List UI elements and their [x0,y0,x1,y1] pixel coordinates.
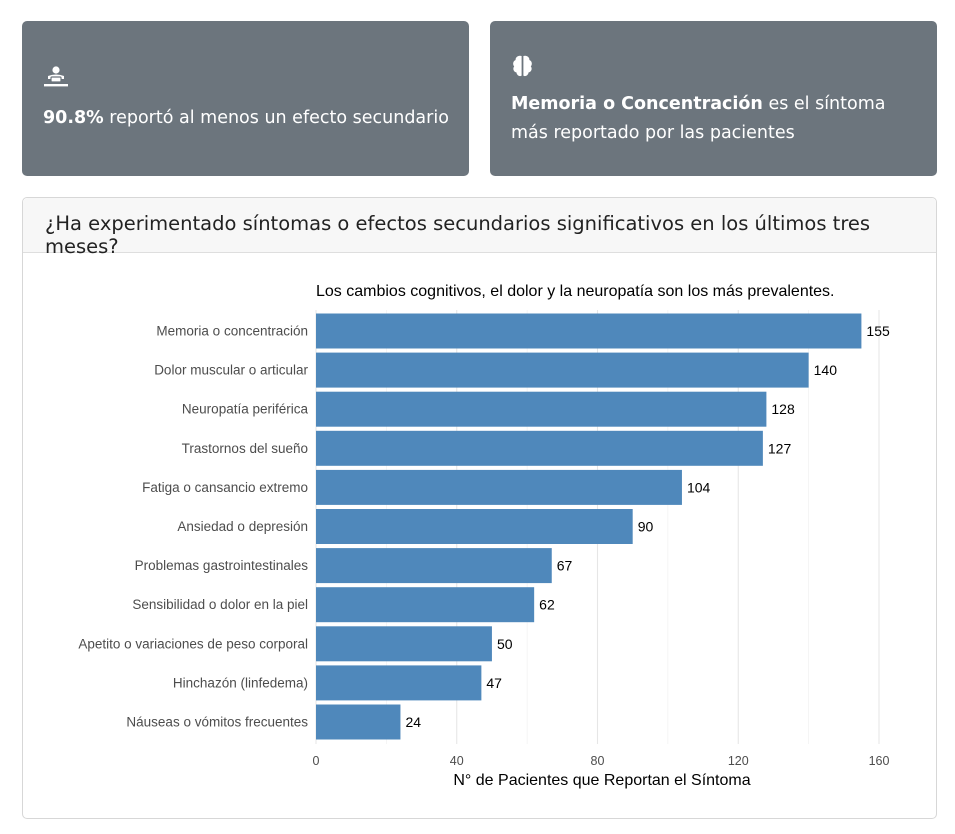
category-label: Trastornos del sueño [182,441,308,456]
category-label: Apetito o variaciones de peso corporal [78,636,308,651]
x-tick-label: 0 [313,754,320,768]
value-label: 128 [771,401,795,417]
x-tick-label: 160 [869,754,890,768]
bar [316,313,862,349]
panel-title: ¿Ha experimentado síntomas o efectos sec… [23,198,936,258]
summary-percentage: 90.8% [43,108,104,128]
bar [316,430,763,466]
top-symptom-text: Memoria o Concentración es el síntoma má… [511,90,919,148]
bar [316,665,482,701]
side-effect-summary-text: 90.8% reportó al menos un efecto secunda… [43,104,451,133]
x-tick-label: 120 [728,754,749,768]
summary-description: reportó al menos un efecto secundario [103,108,449,128]
bar [316,587,535,623]
x-tick-label: 40 [450,754,464,768]
chart-bars [316,313,862,740]
value-label: 50 [497,636,513,652]
chart-x-axis-title: N° de Pacientes que Reportan el Síntoma [453,772,750,789]
value-label: 90 [638,519,654,535]
brain-icon [511,54,534,82]
value-label: 155 [866,323,890,339]
bar [316,548,552,584]
top-symptom-name: Memoria o Concentración [511,94,763,114]
person-with-device-icon [43,66,69,92]
side-effect-summary-card: 90.8% reportó al menos un efecto secunda… [22,21,469,176]
value-label: 104 [687,479,711,495]
bar [316,352,809,388]
value-label: 127 [768,440,792,456]
category-label: Memoria o concentración [156,324,308,339]
top-symptom-card: Memoria o Concentración es el síntoma má… [490,21,937,176]
bar [316,626,492,662]
top-symptom-description: es el síntoma más reportado por las paci… [511,94,886,143]
category-label: Dolor muscular o articular [154,363,308,378]
category-label: Náuseas o vómitos frecuentes [126,715,308,730]
value-label: 47 [486,675,502,691]
category-label: Hinchazón (linfedema) [173,675,308,690]
bar [316,509,633,544]
value-label: 62 [539,597,555,613]
category-label: Neuropatía periférica [182,402,309,417]
symptoms-panel: ¿Ha experimentado síntomas o efectos sec… [22,197,937,819]
bar [316,469,682,505]
chart-labels: 0 40 80 120 160 Memoria o concentración 155 Dol… [78,323,890,768]
category-label: Ansiedad o depresión [177,519,308,534]
category-label: Sensibilidad o dolor en la piel [132,597,308,612]
chart-title: Los cambios cognitivos, el dolor y la ne… [316,283,835,300]
value-label: 140 [814,362,838,378]
x-tick-label: 80 [591,754,605,768]
bar [316,704,401,740]
bar [316,391,767,427]
category-label: Problemas gastrointestinales [135,558,309,573]
category-label: Fatiga o cansancio extremo [142,480,308,495]
value-label: 24 [405,714,421,730]
value-label: 67 [557,558,573,574]
